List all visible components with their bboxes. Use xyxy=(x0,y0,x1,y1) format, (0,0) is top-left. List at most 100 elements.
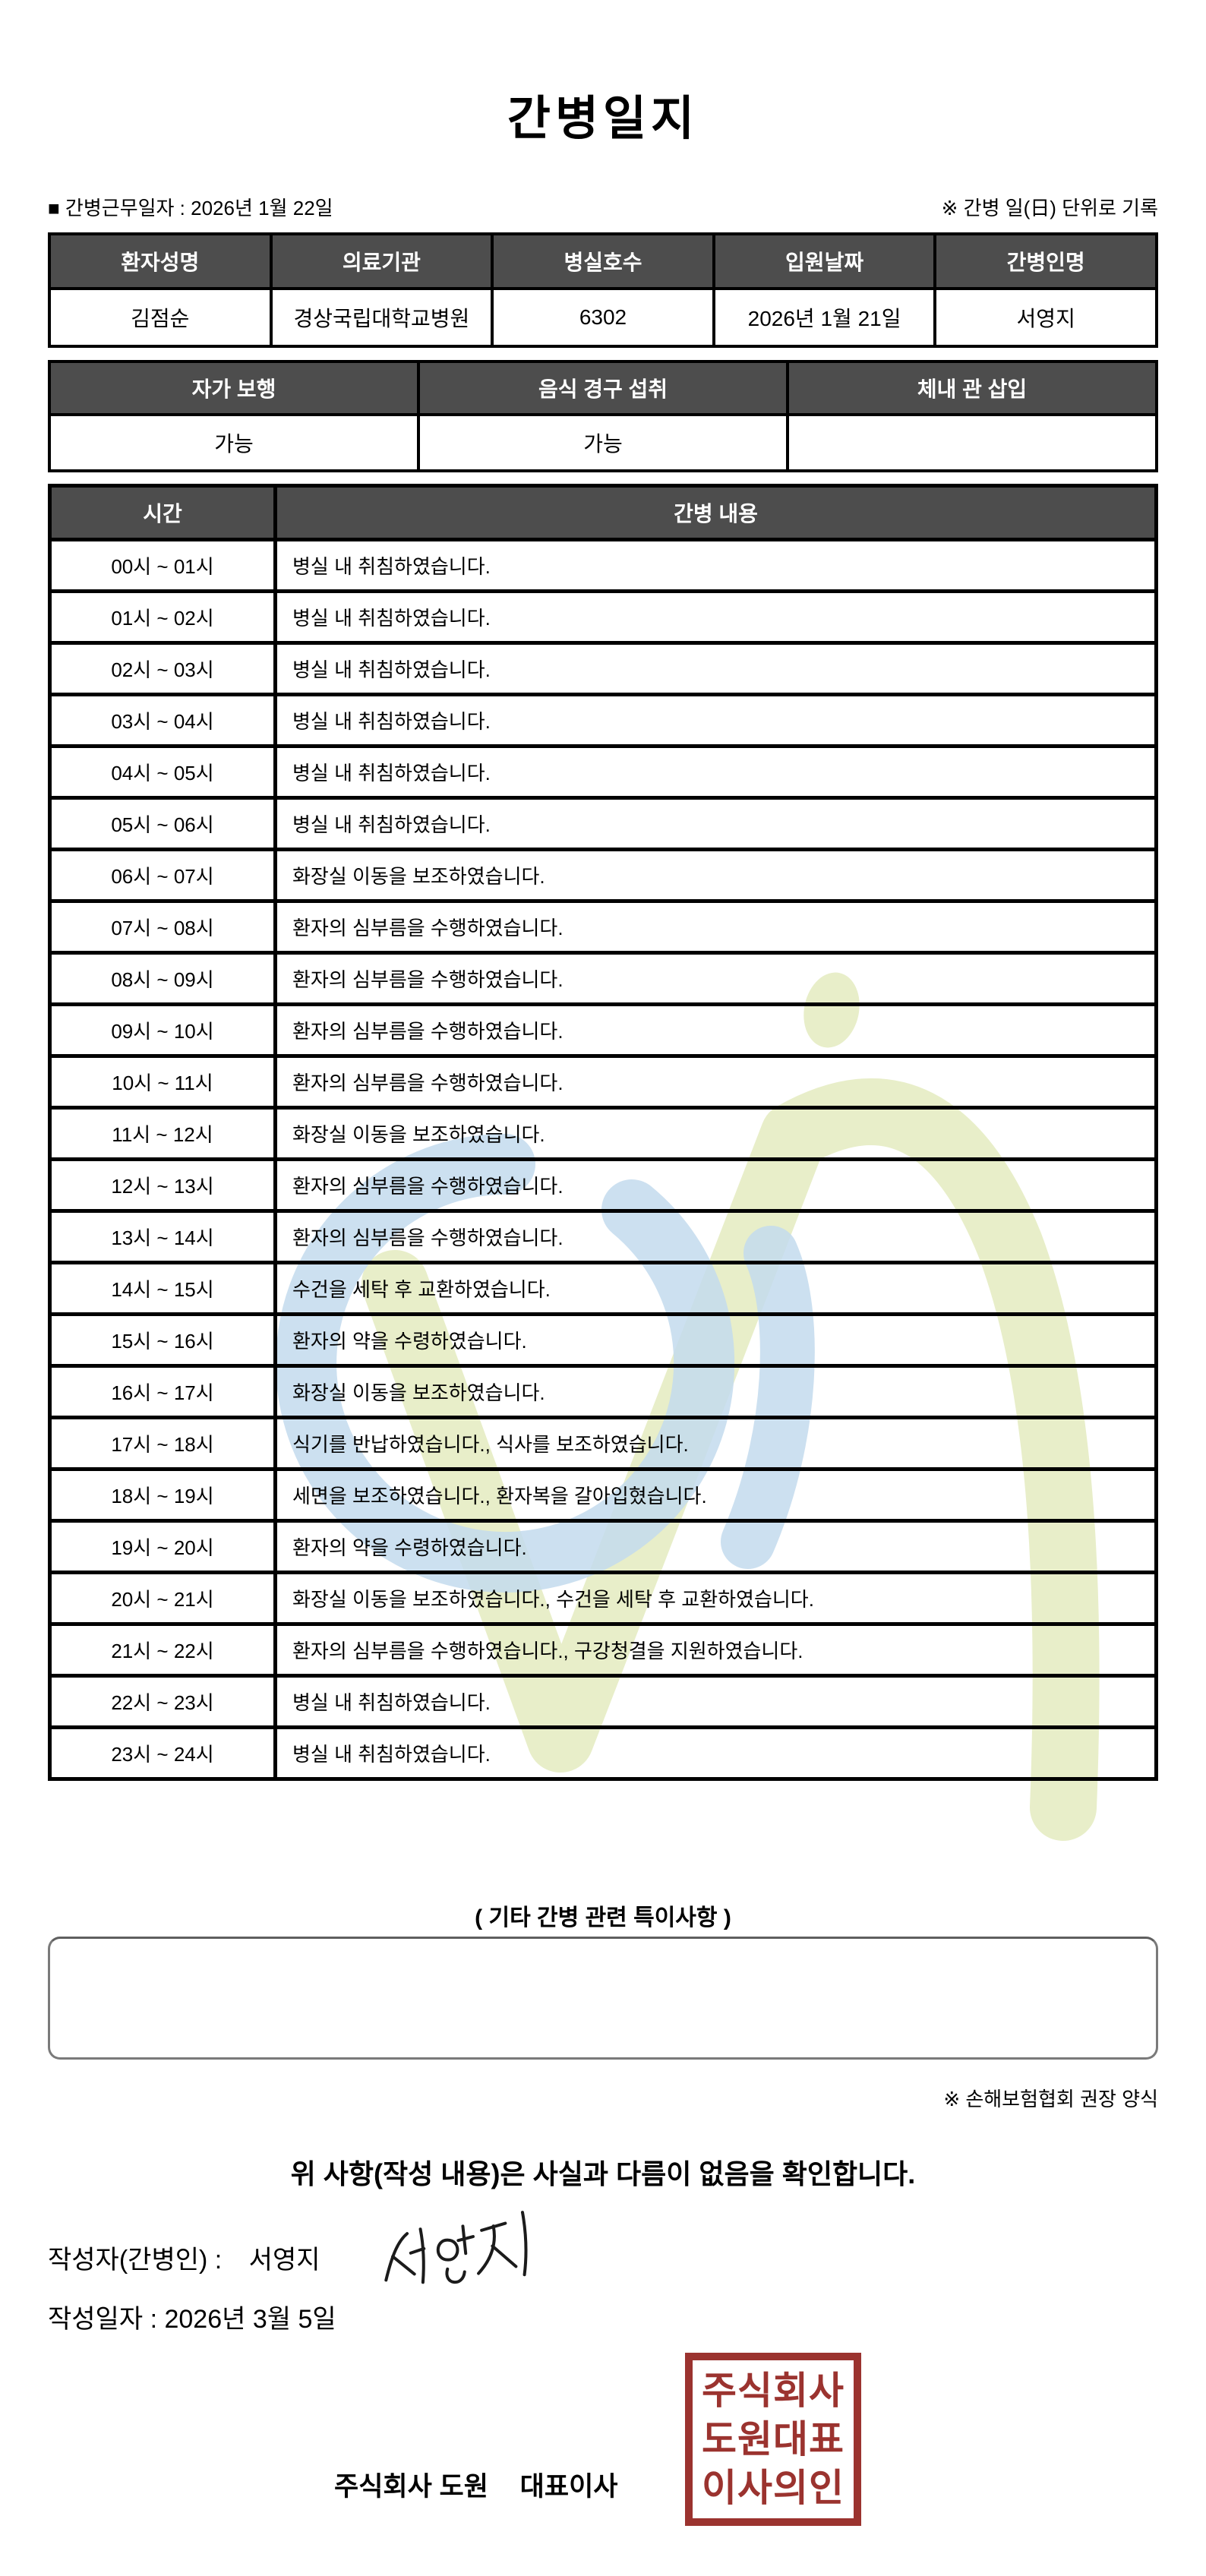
log-content-cell: 환자의 심부름을 수행하였습니다. xyxy=(273,1209,1158,1264)
log-content-cell: 화장실 이동을 보조하였습니다. xyxy=(273,848,1158,903)
log-table-row: 08시 ~ 09시 환자의 심부름을 수행하였습니다. xyxy=(48,951,1158,1006)
log-time-cell: 11시 ~ 12시 xyxy=(48,1106,277,1161)
log-table-row: 23시 ~ 24시 병실 내 취침하였습니다. xyxy=(48,1725,1158,1781)
log-table-row: 19시 ~ 20시 환자의 약을 수령하였습니다. xyxy=(48,1519,1158,1574)
work-date-label: ■ 간병근무일자 : xyxy=(48,197,185,219)
unit-note: ※ 간병 일(日) 단위로 기록 xyxy=(941,197,1158,219)
log-table-row: 00시 ~ 01시 병실 내 취침하였습니다. xyxy=(48,538,1158,593)
log-table-row: 21시 ~ 22시 환자의 심부름을 수행하였습니다., 구강청결을 지원하였습… xyxy=(48,1622,1158,1678)
log-table-row: 22시 ~ 23시 병실 내 취침하였습니다. xyxy=(48,1674,1158,1729)
patient-name-value: 김점순 xyxy=(48,287,273,348)
work-date-line: ■ 간병근무일자 : 2026년 1월 22일 xyxy=(48,193,333,221)
log-content-cell: 수건을 세탁 후 교환하였습니다. xyxy=(273,1261,1158,1316)
log-time-cell: 17시 ~ 18시 xyxy=(48,1416,277,1471)
log-time-cell: 12시 ~ 13시 xyxy=(48,1157,277,1213)
hospital-header: 의료기관 xyxy=(269,232,494,290)
log-header-row: 시간 간병 내용 xyxy=(48,484,1158,541)
log-content-cell: 화장실 이동을 보조하였습니다. xyxy=(273,1364,1158,1419)
oral-intake-value: 가능 xyxy=(417,413,789,472)
room-number-value: 6302 xyxy=(491,287,715,348)
date-value: 2026년 3월 5일 xyxy=(164,2305,336,2334)
log-time-cell: 04시 ~ 05시 xyxy=(48,744,277,800)
log-time-cell: 09시 ~ 10시 xyxy=(48,1002,277,1058)
oral-intake-header: 음식 경구 섭취 xyxy=(417,360,789,416)
care-log-table: 시간 간병 내용 00시 ~ 01시 병실 내 취침하였습니다. 01시 ~ 0… xyxy=(48,484,1158,1781)
log-table-row: 02시 ~ 03시 병실 내 취침하였습니다. xyxy=(48,641,1158,696)
seal-line-2: 도원대표 xyxy=(702,2418,845,2461)
log-table-row: 07시 ~ 08시 환자의 심부름을 수행하였습니다. xyxy=(48,899,1158,955)
self-walking-header: 자가 보행 xyxy=(48,360,420,416)
log-table-row: 05시 ~ 06시 병실 내 취침하였습니다. xyxy=(48,796,1158,851)
log-time-cell: 03시 ~ 04시 xyxy=(48,693,277,748)
log-time-cell: 07시 ~ 08시 xyxy=(48,899,277,955)
log-time-cell: 18시 ~ 19시 xyxy=(48,1467,277,1523)
log-content-cell: 환자의 심부름을 수행하였습니다. xyxy=(273,951,1158,1006)
log-content-cell: 환자의 심부름을 수행하였습니다. xyxy=(273,899,1158,955)
page-title: 간병일지 xyxy=(507,93,699,145)
log-content-cell: 병실 내 취침하였습니다. xyxy=(273,1674,1158,1729)
log-content-cell: 환자의 심부름을 수행하였습니다. xyxy=(273,1054,1158,1110)
writer-line: 작성자(간병인) : 서영지 xyxy=(48,2239,320,2276)
log-time-cell: 08시 ~ 09시 xyxy=(48,951,277,1006)
notes-heading: ( 기타 간병 관련 특이사항 ) xyxy=(475,1905,731,1930)
caregiver-name-header: 간병인명 xyxy=(933,232,1158,290)
log-time-cell: 10시 ~ 11시 xyxy=(48,1054,277,1110)
condition-table: 자가 보행 음식 경구 섭취 체내 관 삽입 가능 가능 xyxy=(48,360,1158,472)
log-time-cell: 16시 ~ 17시 xyxy=(48,1364,277,1419)
company-name: 주식회사 도원 xyxy=(334,2472,488,2502)
patient-info-table: 환자성명 의료기관 병실호수 입원날짜 간병인명 김점순 경상국립대학교병원 6… xyxy=(48,232,1158,348)
log-time-cell: 22시 ~ 23시 xyxy=(48,1674,277,1729)
log-time-cell: 05시 ~ 06시 xyxy=(48,796,277,851)
log-table-row: 04시 ~ 05시 병실 내 취침하였습니다. xyxy=(48,744,1158,800)
log-time-cell: 20시 ~ 21시 xyxy=(48,1571,277,1626)
log-time-cell: 00시 ~ 01시 xyxy=(48,538,277,593)
seal-line-1: 주식회사 xyxy=(702,2369,845,2412)
log-table-row: 01시 ~ 02시 병실 내 취침하였습니다. xyxy=(48,589,1158,645)
log-content-cell: 환자의 약을 수령하였습니다. xyxy=(273,1519,1158,1574)
hospital-value: 경상국립대학교병원 xyxy=(269,287,494,348)
log-content-cell: 환자의 심부름을 수행하였습니다. xyxy=(273,1002,1158,1058)
log-content-cell: 병실 내 취침하였습니다. xyxy=(273,693,1158,748)
log-table-row: 16시 ~ 17시 화장실 이동을 보조하였습니다. xyxy=(48,1364,1158,1419)
log-content-cell: 병실 내 취침하였습니다. xyxy=(273,641,1158,696)
confirmation-statement: 위 사항(작성 내용)은 사실과 다름이 없음을 확인합니다. xyxy=(290,2158,916,2189)
log-table-row: 11시 ~ 12시 화장실 이동을 보조하였습니다. xyxy=(48,1106,1158,1161)
self-walking-value: 가능 xyxy=(48,413,420,472)
form-note: ※ 손해보험협회 권장 양식 xyxy=(943,2088,1158,2110)
patient-name-header: 환자성명 xyxy=(48,232,273,290)
date-label: 작성일자 : xyxy=(48,2305,158,2334)
log-content-cell: 환자의 심부름을 수행하였습니다., 구강청결을 지원하였습니다. xyxy=(273,1622,1158,1678)
tube-insertion-header: 체내 관 삽입 xyxy=(786,360,1158,416)
corporate-seal: 주식회사 도원대표 이사의인 xyxy=(685,2353,861,2526)
log-content-cell: 병실 내 취침하였습니다. xyxy=(273,538,1158,593)
meta-row: ■ 간병근무일자 : 2026년 1월 22일 ※ 간병 일(日) 단위로 기록 xyxy=(48,193,1158,221)
log-table-row: 09시 ~ 10시 환자의 심부름을 수행하였습니다. xyxy=(48,1002,1158,1058)
caregiver-name-value: 서영지 xyxy=(933,287,1158,348)
log-table-row: 13시 ~ 14시 환자의 심부름을 수행하였습니다. xyxy=(48,1209,1158,1264)
log-time-cell: 23시 ~ 24시 xyxy=(48,1725,277,1781)
seal-line-3: 이사의인 xyxy=(702,2467,845,2509)
log-table-row: 17시 ~ 18시 식기를 반납하였습니다., 식사를 보조하였습니다. xyxy=(48,1416,1158,1471)
date-line: 작성일자 : 2026년 3월 5일 xyxy=(48,2298,336,2335)
time-header: 시간 xyxy=(48,484,277,541)
writer-label: 작성자(간병인) : xyxy=(48,2246,223,2275)
log-time-cell: 13시 ~ 14시 xyxy=(48,1209,277,1264)
log-content-cell: 세면을 보조하였습니다., 환자복을 갈아입혔습니다. xyxy=(273,1467,1158,1523)
log-table-row: 20시 ~ 21시 화장실 이동을 보조하였습니다., 수건을 세탁 후 교환하… xyxy=(48,1571,1158,1626)
log-content-cell: 병실 내 취침하였습니다. xyxy=(273,744,1158,800)
notes-box xyxy=(48,1937,1158,2060)
log-content-cell: 화장실 이동을 보조하였습니다. xyxy=(273,1106,1158,1161)
log-time-cell: 21시 ~ 22시 xyxy=(48,1622,277,1678)
log-content-cell: 병실 내 취침하였습니다. xyxy=(273,796,1158,851)
log-table-row: 03시 ~ 04시 병실 내 취침하였습니다. xyxy=(48,693,1158,748)
log-table-row: 12시 ~ 13시 환자의 심부름을 수행하였습니다. xyxy=(48,1157,1158,1213)
room-number-header: 병실호수 xyxy=(491,232,715,290)
patient-header-row: 환자성명 의료기관 병실호수 입원날짜 간병인명 xyxy=(48,232,1158,290)
log-content-cell: 화장실 이동을 보조하였습니다., 수건을 세탁 후 교환하였습니다. xyxy=(273,1571,1158,1626)
work-date-value: 2026년 1월 22일 xyxy=(191,197,333,219)
log-table-row: 14시 ~ 15시 수건을 세탁 후 교환하였습니다. xyxy=(48,1261,1158,1316)
log-content-cell: 병실 내 취침하였습니다. xyxy=(273,1725,1158,1781)
log-table-row: 18시 ~ 19시 세면을 보조하였습니다., 환자복을 갈아입혔습니다. xyxy=(48,1467,1158,1523)
log-table-body: 00시 ~ 01시 병실 내 취침하였습니다. 01시 ~ 02시 병실 내 취… xyxy=(48,538,1158,1781)
